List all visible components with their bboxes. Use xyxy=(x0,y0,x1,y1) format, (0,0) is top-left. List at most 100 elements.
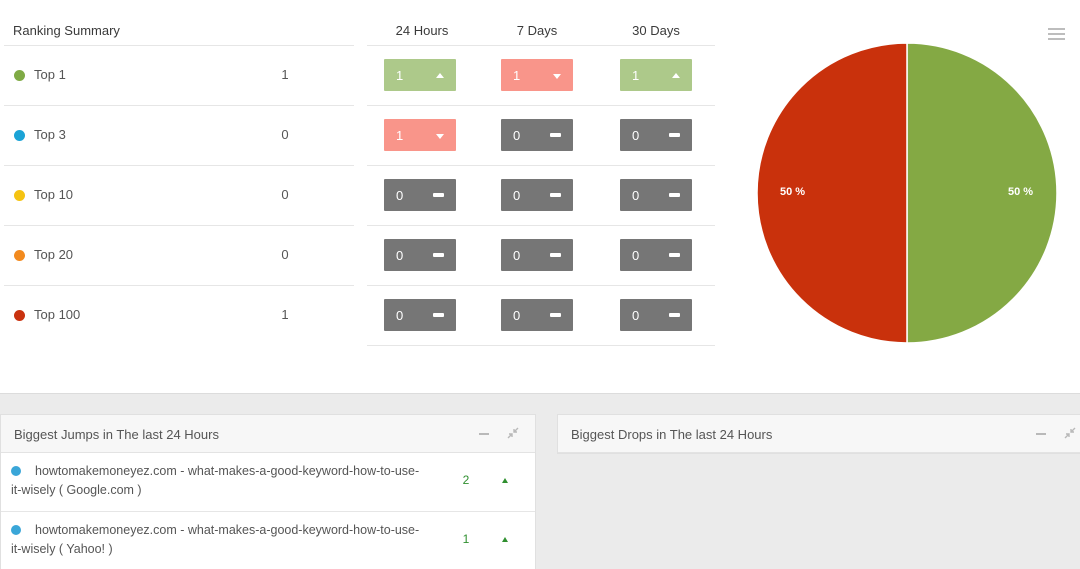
rank-color-dot xyxy=(14,190,25,201)
column-header-7-days: 7 Days xyxy=(516,23,558,38)
rank-change-chip: 0 xyxy=(620,179,692,211)
rank-label: Top 10 xyxy=(34,187,74,202)
jump-list-item[interactable]: howtomakemoneyez.com - what-makes-a-good… xyxy=(1,453,535,511)
rank-change-chip: 0 xyxy=(620,299,692,331)
minimize-icon[interactable] xyxy=(1036,433,1046,435)
arrow-up-icon xyxy=(502,478,508,483)
bullet-dot xyxy=(11,525,21,535)
rank-change-chip: 0 xyxy=(501,119,573,151)
arrow-up-icon xyxy=(436,73,444,78)
dash-icon xyxy=(550,253,561,257)
rank-change-chip: 0 xyxy=(501,299,573,331)
rank-change-value: 0 xyxy=(396,248,404,263)
biggest-drops-title: Biggest Drops in The last 24 Hours xyxy=(571,427,773,442)
pie-slice[interactable] xyxy=(906,42,1058,344)
row-divider xyxy=(4,45,354,46)
ranking-summary-title: Ranking Summary xyxy=(13,23,120,38)
biggest-jumps-panel: Biggest Jumps in The last 24 Hours howto… xyxy=(0,414,536,569)
rank-label: Top 20 xyxy=(34,247,74,262)
row-divider xyxy=(4,285,354,286)
dash-icon xyxy=(669,193,680,197)
rank-change-chip: 1 xyxy=(384,59,456,91)
pie-slice[interactable] xyxy=(756,42,908,344)
rank-change-value: 0 xyxy=(513,128,521,143)
rank-change-chip: 0 xyxy=(384,239,456,271)
rank-change-value: 0 xyxy=(513,248,521,263)
dash-icon xyxy=(550,193,561,197)
rank-change-value: 1 xyxy=(513,68,521,83)
table-header: Ranking Summary 24 Hours 7 Days 30 Days xyxy=(4,14,715,45)
rank-change-chip: 0 xyxy=(501,239,573,271)
rank-label: Top 3 xyxy=(34,127,66,142)
minimize-icon[interactable] xyxy=(479,433,489,435)
rank-count: 0 xyxy=(281,247,289,262)
bullet-dot xyxy=(11,466,21,476)
rank-change-value: 0 xyxy=(632,128,640,143)
rank-color-dot xyxy=(14,130,25,141)
biggest-drops-panel: Biggest Drops in The last 24 Hours xyxy=(557,414,1080,454)
rank-count: 0 xyxy=(281,127,289,142)
ranking-summary-panel: Ranking Summary 24 Hours 7 Days 30 Days … xyxy=(0,0,1080,394)
rank-change-chip: 0 xyxy=(384,179,456,211)
row-divider xyxy=(367,345,715,346)
dash-icon xyxy=(550,133,561,137)
collapse-icon[interactable] xyxy=(506,426,520,440)
row-divider xyxy=(1,511,535,512)
ranking-row: Top 1 1 1 1 1 xyxy=(4,45,715,105)
ranking-summary-table: Ranking Summary 24 Hours 7 Days 30 Days … xyxy=(4,14,715,346)
rank-count: 1 xyxy=(281,307,289,322)
hamburger-icon[interactable] xyxy=(1048,28,1065,41)
dash-icon xyxy=(669,313,680,317)
rank-change-value: 1 xyxy=(396,68,404,83)
ranking-row: Top 20 0 0 0 0 xyxy=(4,225,715,285)
row-divider xyxy=(4,165,354,166)
pie-slice-label: 50 % xyxy=(780,186,806,198)
arrow-down-icon xyxy=(436,134,444,139)
rank-change-value: 1 xyxy=(632,68,640,83)
row-divider xyxy=(367,285,715,286)
jump-list-item[interactable]: howtomakemoneyez.com - what-makes-a-good… xyxy=(1,512,535,569)
arrow-up-icon xyxy=(502,537,508,542)
row-divider xyxy=(4,105,354,106)
column-header-30-days: 30 Days xyxy=(632,23,680,38)
rank-count: 0 xyxy=(281,187,289,202)
ranking-row: Top 3 0 1 0 0 xyxy=(4,105,715,165)
collapse-icon[interactable] xyxy=(1063,426,1077,440)
rank-change-chip: 1 xyxy=(384,119,456,151)
rank-color-dot xyxy=(14,250,25,261)
dash-icon xyxy=(550,313,561,317)
dash-icon xyxy=(433,253,444,257)
rank-change-chip: 0 xyxy=(620,239,692,271)
dash-icon xyxy=(433,313,444,317)
rank-label: Top 1 xyxy=(34,67,66,82)
rank-color-dot xyxy=(14,310,25,321)
rank-change-value: 1 xyxy=(396,128,404,143)
arrow-up-icon xyxy=(672,73,680,78)
rank-change-value: 0 xyxy=(513,308,521,323)
rank-change-value: 0 xyxy=(632,188,640,203)
row-divider xyxy=(367,105,715,106)
ranking-row: Top 10 0 0 0 0 xyxy=(4,165,715,225)
jump-item-value: 1 xyxy=(462,532,470,546)
dash-icon xyxy=(669,133,680,137)
rank-change-chip: 0 xyxy=(620,119,692,151)
ranking-pie-chart xyxy=(756,42,1058,344)
dash-icon xyxy=(669,253,680,257)
biggest-jumps-header: Biggest Jumps in The last 24 Hours xyxy=(1,415,535,453)
biggest-jumps-title: Biggest Jumps in The last 24 Hours xyxy=(14,427,219,442)
row-divider xyxy=(367,225,715,226)
rank-label: Top 100 xyxy=(34,307,81,322)
column-header-24-hours: 24 Hours xyxy=(395,23,449,38)
rank-color-dot xyxy=(14,70,25,81)
rank-change-chip: 1 xyxy=(620,59,692,91)
dash-icon xyxy=(433,193,444,197)
rank-change-value: 0 xyxy=(396,188,404,203)
jump-item-text: howtomakemoneyez.com - what-makes-a-good… xyxy=(11,464,420,497)
jump-item-value: 2 xyxy=(462,473,470,487)
rank-change-chip: 1 xyxy=(501,59,573,91)
rank-change-chip: 0 xyxy=(384,299,456,331)
row-divider xyxy=(4,225,354,226)
rank-count: 1 xyxy=(281,67,289,82)
rank-change-value: 0 xyxy=(632,308,640,323)
row-divider xyxy=(367,45,715,46)
